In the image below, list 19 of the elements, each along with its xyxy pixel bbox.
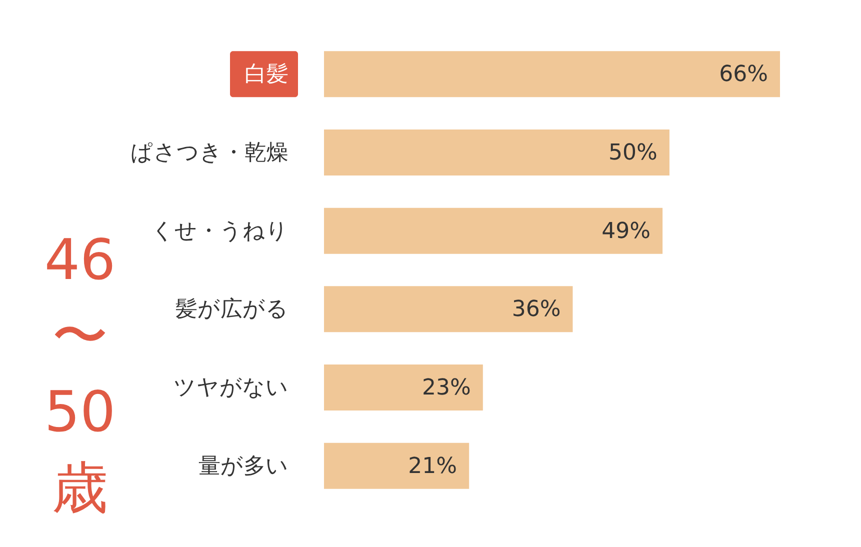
bar bbox=[324, 208, 663, 254]
data-label: 66% bbox=[719, 62, 768, 88]
y-tick-label: ツヤがない bbox=[174, 376, 288, 400]
data-label: 50% bbox=[608, 140, 658, 166]
data-label: 23% bbox=[422, 376, 471, 400]
bar bbox=[324, 442, 470, 489]
text: 46〜50歳 bbox=[44, 228, 116, 521]
y-tick-label: ぱさつき・乾燥 bbox=[130, 140, 288, 166]
y-tick-label: 髪が広がる bbox=[176, 297, 288, 322]
bar bbox=[324, 286, 573, 332]
bar bbox=[324, 364, 483, 410]
bar bbox=[324, 130, 670, 176]
data-label: 49% bbox=[602, 218, 651, 244]
y-tick-label: 白髪 bbox=[244, 62, 288, 88]
y-tick-label: 量が多い bbox=[198, 454, 288, 479]
bar bbox=[324, 51, 780, 98]
y-tick-label: くせ・うねり bbox=[152, 218, 288, 244]
data-label: 21% bbox=[408, 454, 458, 479]
data-label: 36% bbox=[512, 297, 561, 322]
